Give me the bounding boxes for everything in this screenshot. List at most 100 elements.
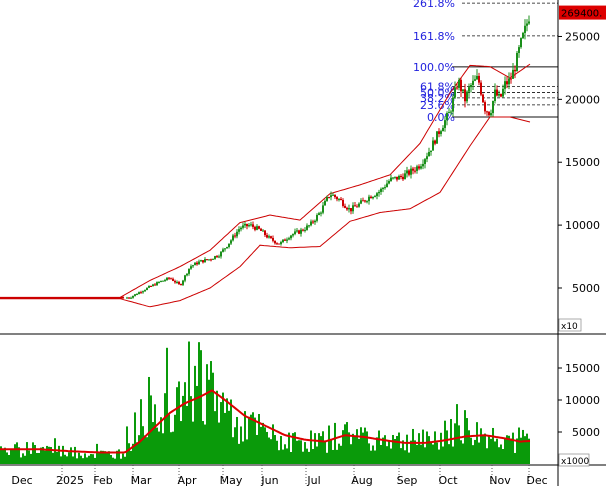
candle-body: [226, 246, 228, 249]
candle-body: [338, 198, 340, 200]
volume-bar: [2, 449, 4, 464]
volume-bar: [118, 449, 120, 464]
volume-bar: [302, 451, 304, 464]
candle-body: [132, 295, 134, 298]
fib-level-label: 61.8%: [420, 81, 455, 94]
volume-bar: [0, 446, 2, 464]
volume-bar: [82, 458, 84, 464]
candle-body: [260, 228, 262, 231]
volume-bar: [498, 447, 500, 464]
volume-bar: [248, 416, 250, 464]
candle-body: [468, 87, 470, 92]
price-moving-average: [0, 296, 125, 299]
volume-bar: [412, 428, 414, 464]
candle-body: [174, 280, 176, 283]
candle-body: [506, 81, 508, 85]
candle-body: [336, 197, 338, 200]
candle-body: [170, 278, 172, 280]
volume-bar: [238, 443, 240, 464]
volume-bar: [492, 427, 494, 464]
volume-bar: [404, 450, 406, 464]
candle-body: [328, 196, 330, 198]
volume-bar: [132, 443, 134, 464]
candle-body: [222, 249, 224, 252]
candle-body: [324, 200, 326, 206]
volume-bar: [292, 433, 294, 464]
volume-bar: [390, 448, 392, 464]
volume-bar: [402, 440, 404, 464]
volume-bar: [270, 439, 272, 464]
candle-body: [356, 206, 358, 208]
candle-body: [396, 176, 398, 180]
volume-bar: [92, 454, 94, 464]
x-axis-month-label: Nov: [489, 474, 511, 486]
candle-body: [466, 91, 468, 102]
volume-bar: [104, 451, 106, 464]
volume-bar: [518, 427, 520, 464]
candle-body: [492, 101, 494, 114]
candle-body: [366, 201, 368, 203]
candle-body: [216, 256, 218, 258]
volume-bar: [452, 446, 454, 464]
volume-unit-label: x1000: [561, 457, 590, 467]
candle-body: [292, 234, 294, 236]
volume-bar: [140, 399, 142, 464]
candle-body: [480, 82, 482, 95]
candle-body: [406, 170, 408, 174]
candle-body: [420, 166, 422, 169]
volume-bar: [260, 426, 262, 464]
volume-bar: [16, 442, 18, 464]
volume-bar: [78, 452, 80, 464]
candle-body: [252, 224, 254, 227]
volume-bar: [438, 449, 440, 464]
candle-body: [448, 112, 450, 114]
x-axis-month-label: May: [220, 474, 243, 486]
candle-body: [256, 226, 258, 230]
volume-bar: [426, 431, 428, 464]
candle-body: [424, 159, 426, 164]
candle-body: [496, 89, 498, 96]
candle-body: [422, 163, 424, 167]
candle-body: [522, 32, 524, 39]
candle-body: [444, 120, 446, 128]
volume-bar: [360, 427, 362, 464]
volume-bar: [268, 437, 270, 464]
volume-bar: [424, 447, 426, 464]
volume-bar: [472, 445, 474, 464]
volume-bar: [434, 431, 436, 464]
candle-body: [266, 235, 268, 238]
candle-body: [414, 170, 416, 172]
volume-y-tick-label: 10000: [565, 394, 600, 407]
candle-body: [502, 88, 504, 97]
volume-bar: [236, 416, 238, 464]
volume-bar: [358, 438, 360, 464]
volume-bar: [516, 438, 518, 464]
candle-body: [470, 85, 472, 88]
candle-body: [164, 280, 166, 282]
x-axis-month-label: Aug: [351, 474, 372, 486]
candle-body: [180, 284, 182, 286]
volume-y-tick-label: 5000: [572, 426, 600, 439]
volume-bar: [370, 450, 372, 464]
price-y-tick-label: 25000: [565, 30, 600, 43]
candle-body: [264, 230, 266, 236]
volume-bar: [128, 443, 130, 464]
candle-body: [192, 265, 194, 267]
candle-body: [134, 294, 136, 296]
volume-bar: [212, 372, 214, 464]
candle-body: [490, 113, 492, 116]
volume-bar: [514, 452, 516, 464]
volume-bar: [220, 402, 222, 464]
volume-bar: [312, 448, 314, 464]
candle-body: [518, 47, 520, 53]
volume-bar: [354, 436, 356, 464]
volume-bar: [74, 446, 76, 464]
candle-body: [208, 259, 210, 261]
volume-bar: [144, 435, 146, 464]
candle-body: [184, 275, 186, 281]
candle-body: [508, 78, 510, 85]
volume-bar: [106, 451, 108, 464]
volume-bar: [138, 435, 140, 464]
candle-body: [268, 236, 270, 238]
volume-bar: [246, 439, 248, 464]
